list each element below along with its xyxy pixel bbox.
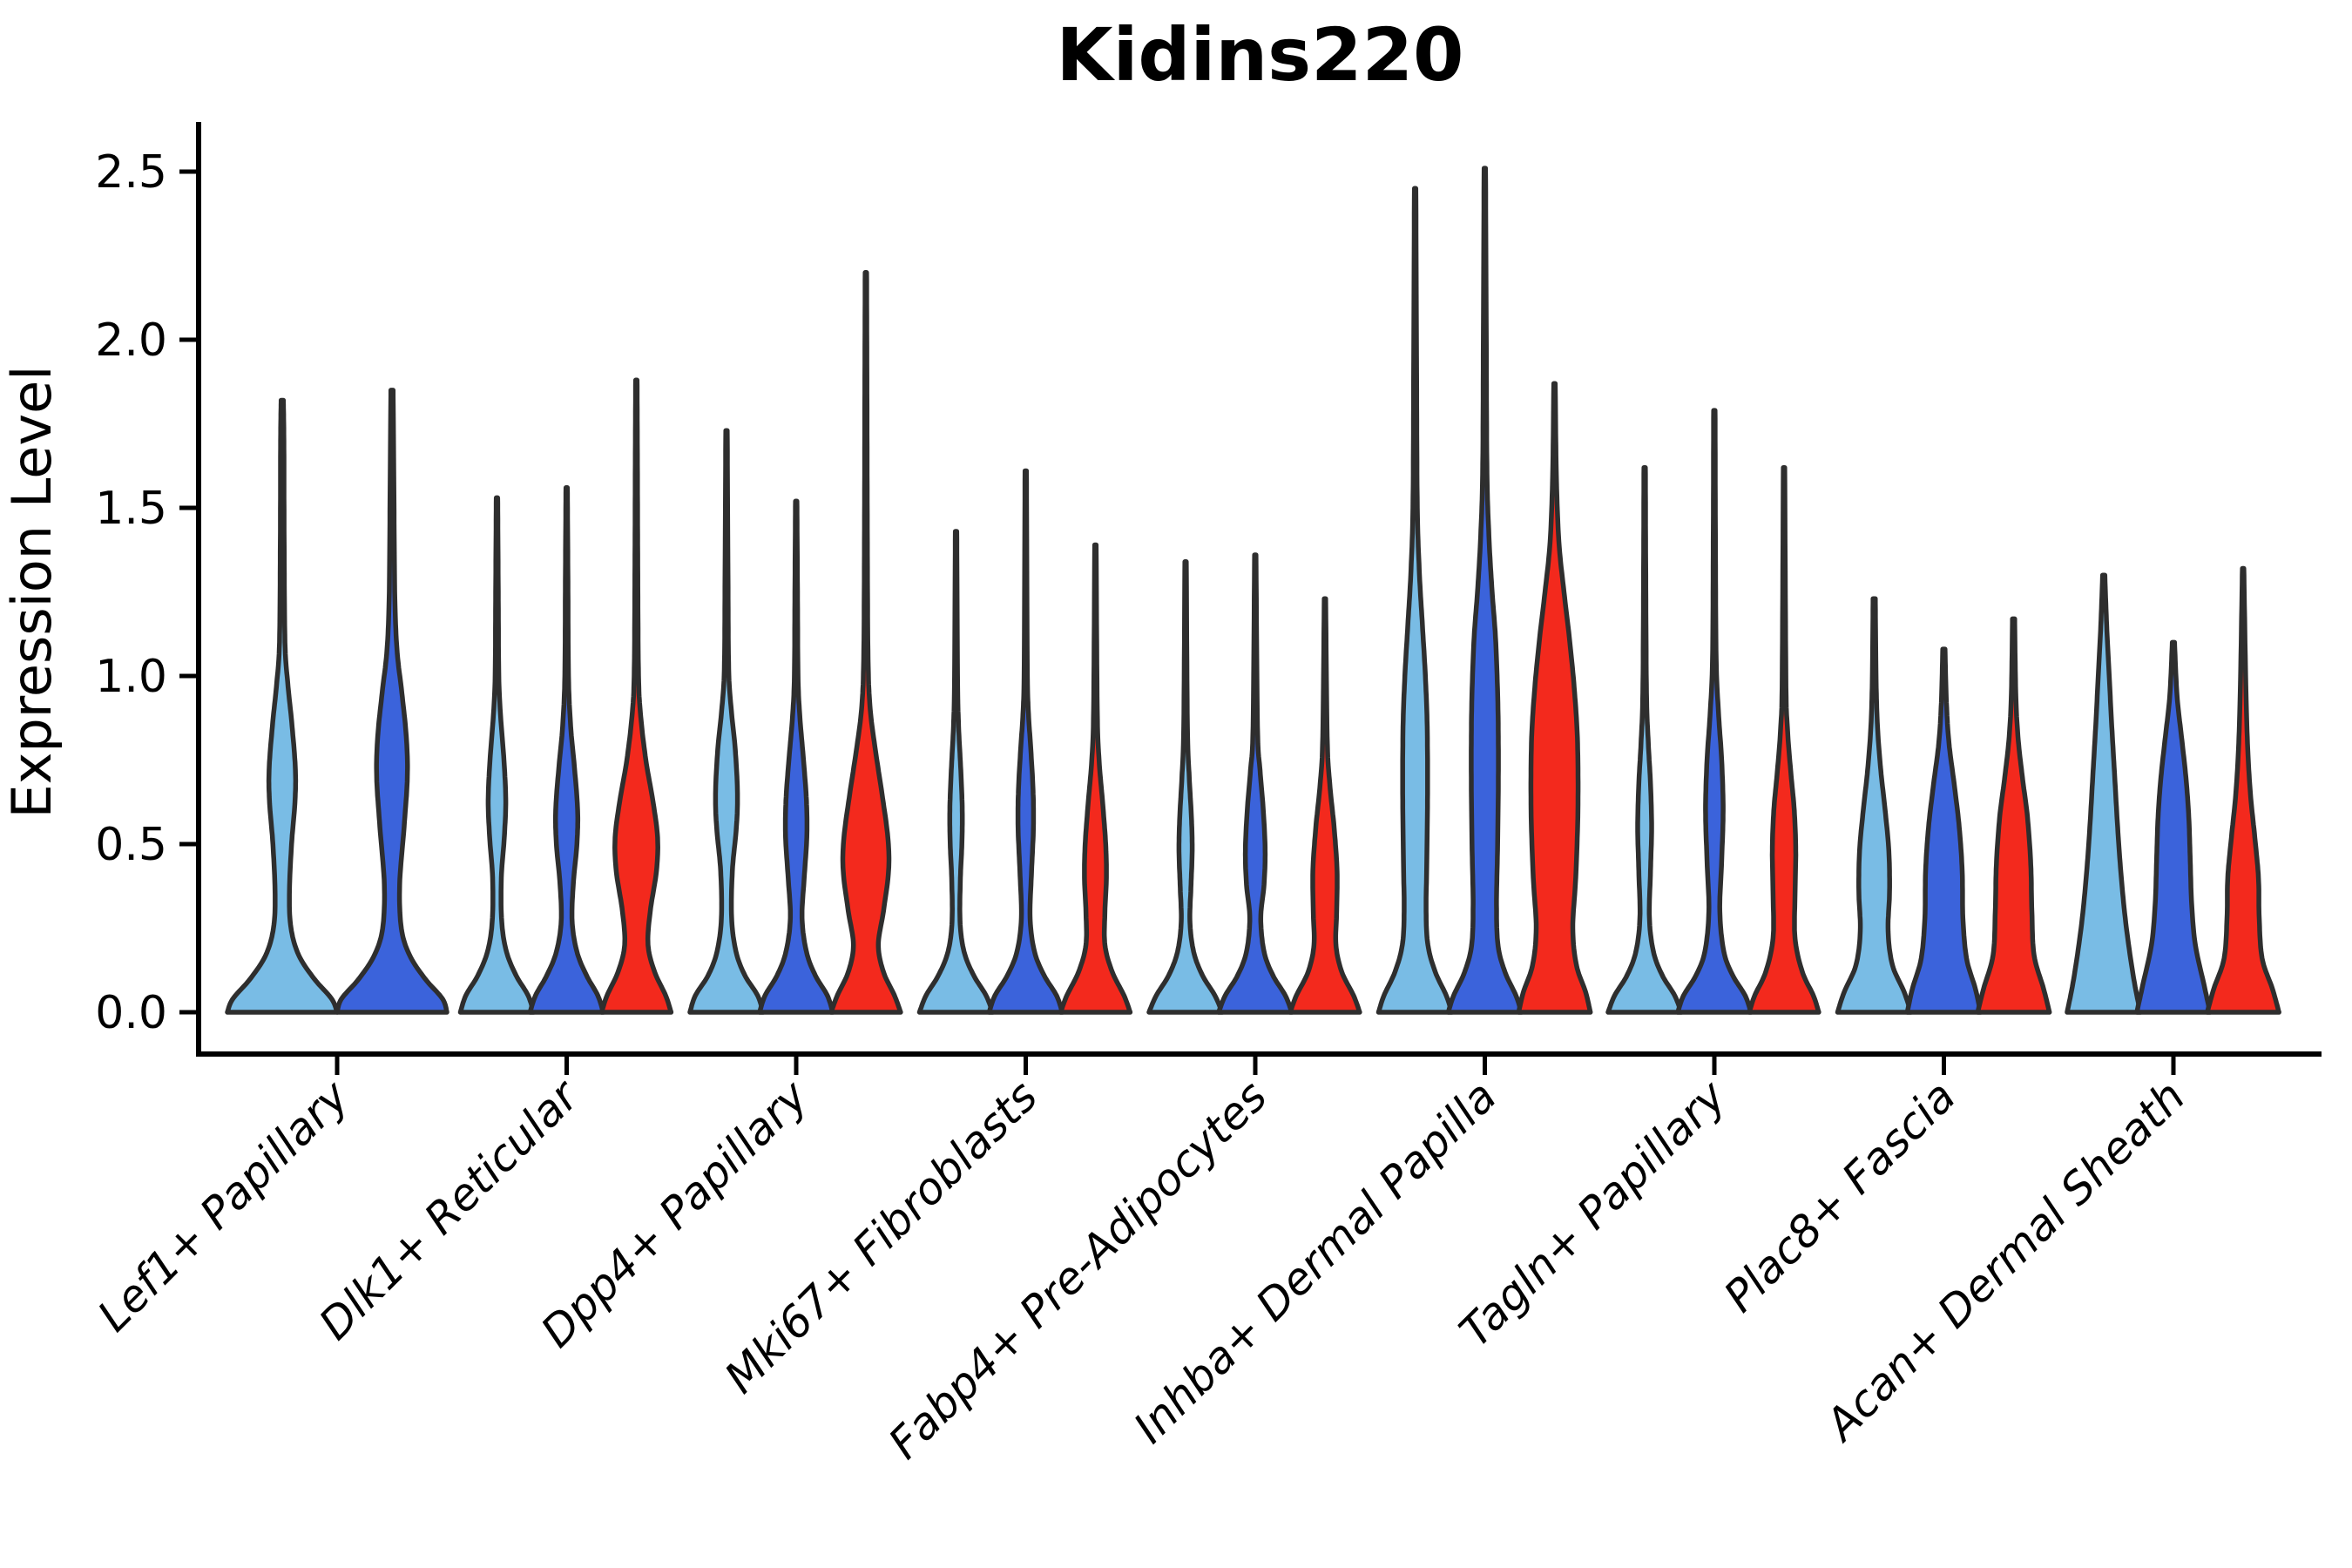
violin-acan-dermal-sheath-light_blue bbox=[2065, 572, 2143, 1015]
violin-dpp4-papillary-red bbox=[828, 270, 903, 1015]
y-tick-label: 1.0 bbox=[95, 651, 167, 703]
violin-mki67-fibroblasts-light_blue bbox=[916, 529, 996, 1015]
violin-dpp4-papillary-light_blue bbox=[687, 428, 766, 1015]
violin-lef1-papillary-light_blue bbox=[225, 397, 340, 1015]
violin-dlk1-reticular-dark_blue bbox=[527, 485, 606, 1015]
violin-dlk1-reticular-red bbox=[598, 377, 674, 1015]
violin-fabp4-pre-adipocytes-dark_blue bbox=[1216, 552, 1294, 1015]
violin-plac8-fascia-dark_blue bbox=[1904, 646, 1984, 1015]
violin-lef1-papillary-dark_blue bbox=[335, 388, 449, 1015]
y-axis-title: Expression Level bbox=[0, 366, 64, 819]
x-category-label: Fabp4+ Pre-Adipocytes bbox=[879, 1071, 1277, 1469]
y-tick-label: 0.0 bbox=[95, 987, 167, 1039]
violin-plac8-fascia-red bbox=[1975, 616, 2052, 1015]
violin-dlk1-reticular-light_blue bbox=[457, 495, 537, 1015]
violin-acan-dermal-sheath-dark_blue bbox=[2134, 639, 2213, 1015]
y-tick-label: 2.0 bbox=[95, 314, 167, 367]
y-tick-label: 0.5 bbox=[95, 819, 167, 871]
violin-fabp4-pre-adipocytes-red bbox=[1288, 596, 1362, 1015]
chart-title: Kidins220 bbox=[1057, 12, 1464, 98]
y-tick-label: 1.5 bbox=[95, 483, 167, 535]
violin-tagln-papillary-red bbox=[1747, 464, 1821, 1015]
violin-dpp4-papillary-dark_blue bbox=[757, 498, 835, 1015]
violin-tagln-papillary-light_blue bbox=[1605, 464, 1684, 1015]
y-tick-label: 2.5 bbox=[95, 146, 167, 199]
violin-tagln-papillary-dark_blue bbox=[1675, 408, 1754, 1015]
x-category-label: Plac8+ Fascia bbox=[1714, 1071, 1965, 1321]
violin-acan-dermal-sheath-red bbox=[2205, 565, 2281, 1015]
violin-fabp4-pre-adipocytes-light_blue bbox=[1146, 559, 1225, 1015]
violin-inhba-dermal-papilla-red bbox=[1516, 381, 1593, 1015]
x-category-label: Inhba+ Dermal Papilla bbox=[1125, 1071, 1506, 1452]
violin-plac8-fascia-light_blue bbox=[1835, 596, 1914, 1015]
x-category-label: Lef1+ Papillary bbox=[88, 1070, 359, 1341]
violin-mki67-fibroblasts-dark_blue bbox=[986, 468, 1065, 1015]
violin-mki67-fibroblasts-red bbox=[1058, 542, 1133, 1015]
violin-inhba-dermal-papilla-light_blue bbox=[1375, 186, 1455, 1015]
violin-inhba-dermal-papilla-dark_blue bbox=[1445, 166, 1524, 1015]
